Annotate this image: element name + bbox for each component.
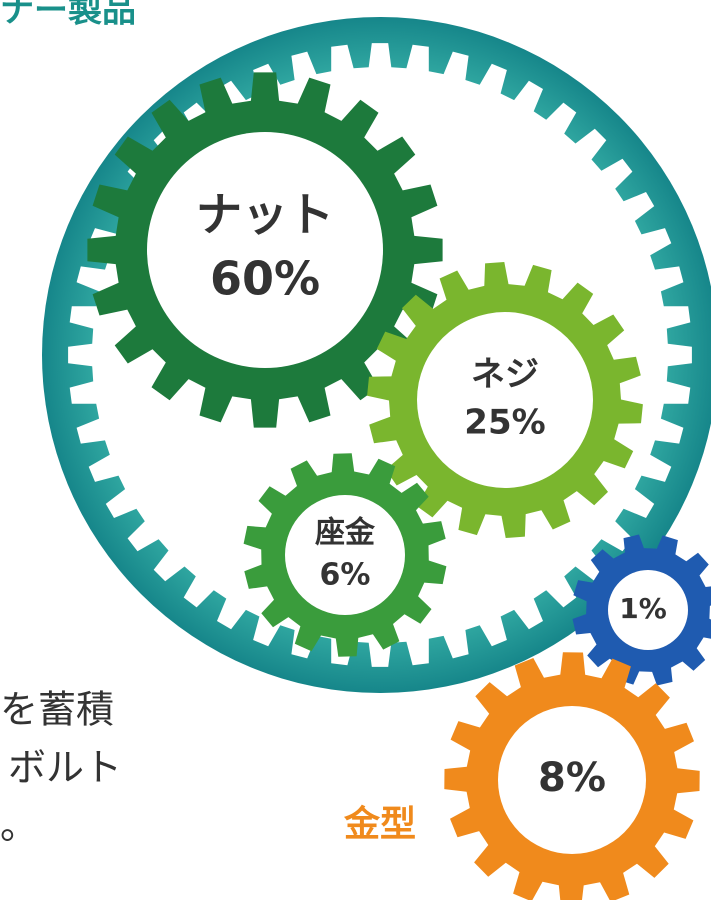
value-label: 8%: [538, 755, 606, 801]
gear-hole: [417, 312, 593, 488]
page: ナー製品 ナット60%ネジ25%座金6%1%8%金型 を蓄積 ボルト 。 (()…: [0, 0, 711, 900]
gear-hole: [147, 132, 383, 368]
value-label: 1%: [619, 592, 667, 625]
value-label: 60%: [210, 252, 320, 306]
category-label: ネジ: [471, 355, 539, 395]
gear-hole: [285, 495, 405, 615]
category-label: 金型: [343, 803, 416, 845]
chart-title: ナー製品: [0, 0, 136, 31]
category-label: ナット: [196, 187, 334, 241]
note: を蓄積: [0, 688, 114, 732]
chart: ナー製品 ナット 60% ネジ 25% 座金 6% 1% 8% 金型 を蓄積 ボルト 。: [0, 0, 711, 900]
category-label: 座金: [315, 516, 376, 551]
value-label: 25%: [464, 402, 545, 442]
note: 。: [0, 804, 38, 848]
note: ボルト: [8, 746, 122, 790]
value-label: 6%: [320, 558, 371, 593]
